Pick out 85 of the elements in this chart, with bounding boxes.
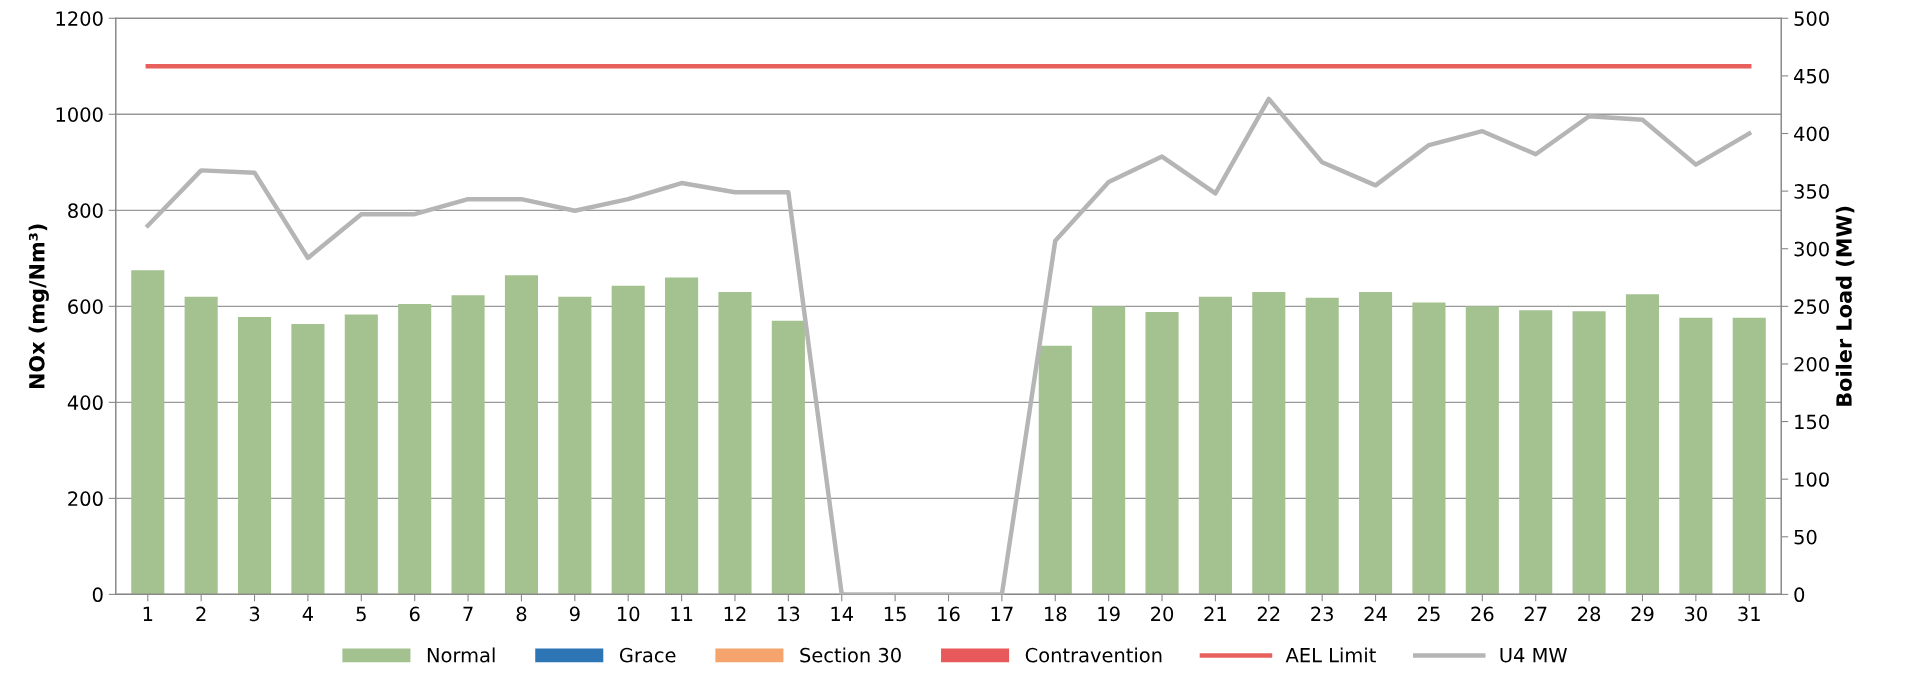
bar <box>451 295 485 595</box>
x-tick-label: 25 <box>1418 606 1440 622</box>
x-tick-label: 24 <box>1364 606 1387 621</box>
x-tick-label: 2 <box>196 606 206 621</box>
y-tick-label: 800 <box>68 203 103 218</box>
x-tick-label: 27 <box>1524 606 1547 621</box>
x-tick-label: 20 <box>1151 606 1174 622</box>
bar <box>1679 317 1713 595</box>
y2-tick-label: 0 <box>1794 587 1805 603</box>
x-tick-label: 7 <box>463 606 473 621</box>
y2-tick-label: 150 <box>1795 414 1829 430</box>
y2-tick-label: 450 <box>1794 68 1829 84</box>
bar <box>611 285 645 595</box>
bar <box>398 303 432 595</box>
x-tick-label: 22 <box>1257 606 1280 621</box>
x-tick-label: 12 <box>724 606 746 621</box>
y2-tick-label: 300 <box>1794 241 1829 257</box>
bar <box>1092 306 1126 595</box>
y2-tick-label: 200 <box>1794 356 1829 372</box>
x-tick-label: 5 <box>356 606 366 622</box>
x-tick-label: 13 <box>778 606 800 622</box>
legend-label: Contravention <box>1025 647 1162 663</box>
bar <box>131 270 165 595</box>
x-tick-label: 9 <box>569 606 580 622</box>
y-axis-title: NOx (mg/Nm³) <box>28 224 49 389</box>
x-tick-label: 1 <box>143 606 153 621</box>
bar <box>718 291 752 595</box>
bar <box>344 314 378 595</box>
legend-label: Normal <box>427 647 495 663</box>
x-tick-label: 19 <box>1098 606 1120 622</box>
bar <box>771 320 805 595</box>
x-tick-label: 21 <box>1204 606 1226 621</box>
bar <box>1519 310 1553 595</box>
bar <box>237 316 272 595</box>
bar <box>1038 345 1072 595</box>
x-tick-label: 16 <box>938 606 960 622</box>
y2-tick-label: 400 <box>1794 126 1829 142</box>
y2-tick-label: 250 <box>1794 299 1829 315</box>
x-tick-label: 17 <box>991 606 1013 621</box>
bar <box>1145 312 1179 595</box>
y-tick-label: 0 <box>92 587 103 603</box>
x-tick-label: 11 <box>671 606 693 621</box>
bar <box>504 275 538 595</box>
legend-label: U4 MW <box>1500 648 1567 663</box>
bar <box>1732 317 1766 595</box>
x-tick-label: 29 <box>1631 606 1654 622</box>
legend-label: Grace <box>619 647 676 663</box>
x-tick-label: 26 <box>1471 606 1494 622</box>
y-tick-label: 1000 <box>56 107 103 122</box>
x-tick-label: 6 <box>409 606 420 622</box>
bar <box>665 277 699 595</box>
y2-tick-label: 350 <box>1794 184 1829 199</box>
y-tick-label: 400 <box>67 395 103 411</box>
bar <box>1572 311 1606 595</box>
legend-label: AEL Limit <box>1285 647 1376 663</box>
x-tick-label: 18 <box>1045 606 1067 622</box>
legend-label: Section 30 <box>800 647 901 663</box>
y-tick-label: 1200 <box>56 11 103 26</box>
bar <box>1412 302 1446 595</box>
y2-tick-label: 500 <box>1794 11 1829 26</box>
y2-tick-label: 100 <box>1795 472 1829 487</box>
bar <box>1305 297 1339 595</box>
x-tick-label: 30 <box>1684 606 1707 622</box>
line-series <box>145 96 1752 595</box>
bar <box>1252 291 1286 595</box>
y2-tick-label: 50 <box>1794 529 1817 545</box>
y2-axis-title: Boiler Load (MW) <box>1835 206 1855 406</box>
x-tick-label: 31 <box>1738 606 1760 622</box>
bar <box>1465 306 1499 595</box>
bar <box>558 296 592 595</box>
bar <box>184 296 218 595</box>
bar <box>291 324 325 595</box>
x-tick-label: 14 <box>831 606 854 621</box>
bar <box>1198 296 1232 595</box>
x-tick-label: 3 <box>249 606 260 622</box>
x-tick-label: 8 <box>516 606 527 622</box>
y-tick-label: 200 <box>68 491 103 507</box>
x-tick-label: 10 <box>617 606 640 622</box>
bar <box>1625 294 1660 595</box>
x-tick-label: 4 <box>302 606 314 621</box>
x-tick-label: 23 <box>1311 606 1333 622</box>
x-tick-label: 28 <box>1578 606 1601 622</box>
y-tick-label: 600 <box>68 299 103 315</box>
x-tick-label: 15 <box>884 606 906 622</box>
bar <box>1359 291 1393 595</box>
